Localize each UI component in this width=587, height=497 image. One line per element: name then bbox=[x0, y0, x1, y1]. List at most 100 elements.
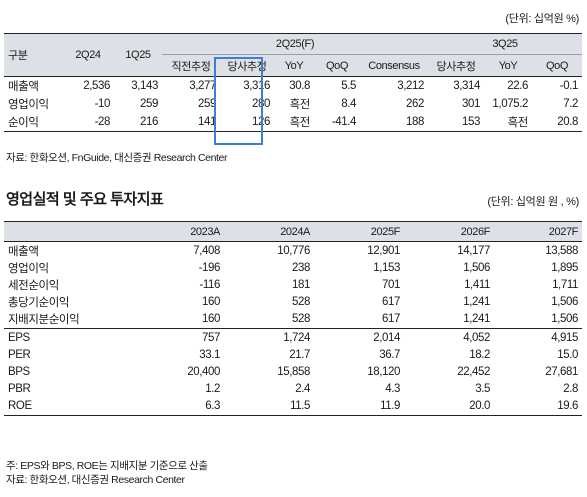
cell: 701 bbox=[382, 278, 400, 291]
cell: 22.6 bbox=[507, 80, 528, 92]
cell: 126 bbox=[252, 116, 270, 128]
table1-source-note: 자료: 한화오션, FnGuide, 대신증권 Research Center bbox=[6, 152, 228, 164]
cell: 36.7 bbox=[379, 348, 400, 361]
cell: -28 bbox=[94, 116, 111, 128]
table2-header-2025f: 2025F bbox=[314, 221, 404, 242]
cell: 21.7 bbox=[289, 348, 310, 361]
cell: 280 bbox=[252, 98, 270, 110]
cell: 1,241 bbox=[463, 313, 490, 326]
cell: 1,506 bbox=[551, 296, 578, 309]
cell: 528 bbox=[292, 313, 310, 326]
cell: 2.8 bbox=[563, 383, 578, 396]
table-row: 지배지분순이익 160 528 617 1,241 1,506 bbox=[4, 311, 582, 329]
cell: 2,014 bbox=[373, 331, 400, 344]
cell: 757 bbox=[202, 331, 220, 344]
table2-header-label bbox=[4, 221, 134, 242]
cell: -0.1 bbox=[559, 80, 579, 92]
cell: 181 bbox=[292, 278, 310, 291]
cell: 19.6 bbox=[557, 400, 578, 413]
table2-header-2023a: 2023A bbox=[134, 221, 224, 242]
cell: 11.5 bbox=[290, 400, 310, 413]
cell: 20.8 bbox=[557, 116, 578, 128]
table-row: ROE 6.3 11.5 11.9 20.0 19.6 bbox=[4, 398, 582, 416]
table2-header-2024a: 2024A bbox=[224, 221, 314, 242]
cell: 7,408 bbox=[193, 244, 220, 257]
cell: 301 bbox=[462, 98, 480, 110]
table1-header-yoy: YoY bbox=[274, 54, 314, 77]
table1-header-qoq: QoQ bbox=[314, 54, 360, 77]
cell: -10 bbox=[94, 98, 111, 110]
cell: 4,052 bbox=[463, 331, 490, 344]
table2-unit-note: (단위: 십억원 원 , %) bbox=[487, 196, 579, 208]
cell: 3,212 bbox=[397, 80, 424, 92]
cell: 12,901 bbox=[367, 244, 400, 257]
cell: 216 bbox=[140, 116, 158, 128]
cell: 18,120 bbox=[367, 365, 400, 378]
cell: 7.2 bbox=[563, 98, 578, 110]
cell: 10,776 bbox=[277, 244, 310, 257]
table1-header-group-3q25: 3Q25 bbox=[428, 33, 582, 55]
table1-header-our-estimate-3q: 당사추정 bbox=[428, 54, 484, 77]
cell: 259 bbox=[140, 98, 158, 110]
row-label: PBR bbox=[8, 383, 31, 396]
cell: 1,895 bbox=[551, 261, 578, 274]
cell: 30.8 bbox=[289, 80, 310, 92]
table-row: 영업이익 -196 238 1,153 1,506 1,895 bbox=[4, 259, 582, 276]
cell: 238 bbox=[292, 261, 310, 274]
quarterly-estimates-table: 구분 2Q24 1Q25 2Q25(F) 3Q25 직전추정 당사추정 YoY … bbox=[4, 33, 582, 132]
cell: 259 bbox=[198, 98, 216, 110]
row-label: PER bbox=[8, 348, 31, 361]
table-row: 세전순이익 -116 181 701 1,411 1,711 bbox=[4, 276, 582, 293]
table2-source-note: 자료: 한화오션, 대신증권 Research Center bbox=[6, 474, 185, 486]
cell: 15,858 bbox=[277, 365, 310, 378]
cell: 3,316 bbox=[243, 80, 270, 92]
cell: 4,915 bbox=[551, 331, 578, 344]
cell: 3,277 bbox=[189, 80, 216, 92]
table2-header-row: 2023A 2024A 2025F 2026F 2027F bbox=[4, 221, 582, 242]
table1-header-our-estimate: 당사추정 bbox=[220, 54, 274, 77]
cell: 3,143 bbox=[131, 80, 158, 92]
cell: 5.5 bbox=[341, 80, 356, 92]
cell: 20,400 bbox=[187, 365, 220, 378]
table-row: 매출액 7,408 10,776 12,901 14,177 13,588 bbox=[4, 242, 582, 260]
table-row: PER 33.1 21.7 36.7 18.2 15.0 bbox=[4, 346, 582, 363]
table1-header-group-2q25: 2Q25(F) bbox=[162, 33, 428, 55]
cell: -41.4 bbox=[331, 116, 357, 128]
cell: 528 bbox=[292, 296, 310, 309]
table-row: EPS 757 1,724 2,014 4,052 4,915 bbox=[4, 328, 582, 346]
cell: 3,314 bbox=[453, 80, 480, 92]
table1-header-row-1: 구분 2Q24 1Q25 2Q25(F) 3Q25 bbox=[4, 33, 582, 77]
cell: 27,681 bbox=[545, 365, 578, 378]
row-label: ROE bbox=[8, 400, 32, 413]
table1-header-yoy-3q: YoY bbox=[484, 54, 532, 77]
row-label: 매출액 bbox=[8, 245, 39, 258]
cell: 617 bbox=[382, 313, 400, 326]
cell: 1.2 bbox=[205, 383, 220, 396]
table-row: 총당기순이익 160 528 617 1,241 1,506 bbox=[4, 294, 582, 311]
cell: 22,452 bbox=[457, 365, 490, 378]
table-row: PBR 1.2 2.4 4.3 3.5 2.8 bbox=[4, 381, 582, 398]
cell: 188 bbox=[406, 116, 424, 128]
cell: 1,506 bbox=[551, 313, 578, 326]
row-label: 순이익 bbox=[8, 117, 39, 129]
cell: 14,177 bbox=[457, 244, 490, 257]
row-label: 지배지분순이익 bbox=[8, 314, 80, 327]
cell: 160 bbox=[202, 296, 220, 309]
table-row: 순이익 -28 216 141 126 흑전 -41.4 188 153 흑전 … bbox=[4, 113, 582, 132]
cell: 1,506 bbox=[463, 261, 490, 274]
row-label: 영업이익 bbox=[8, 99, 49, 111]
table1-header-qoq-3q: QoQ bbox=[532, 54, 582, 77]
cell: 1,724 bbox=[283, 331, 310, 344]
cell: 33.1 bbox=[199, 348, 220, 361]
cell: 3.5 bbox=[475, 383, 490, 396]
cell: 2.4 bbox=[295, 383, 310, 396]
cell: 18.2 bbox=[469, 348, 490, 361]
table-row: 영업이익 -10 259 259 280 흑전 8.4 262 301 1,07… bbox=[4, 95, 582, 113]
cell: 1,711 bbox=[552, 278, 578, 291]
table1-header-row-2: 직전추정 당사추정 YoY QoQ Consensus 당사추정 YoY QoQ bbox=[4, 54, 582, 77]
cell: 2,536 bbox=[83, 80, 110, 92]
table1-header-consensus: Consensus bbox=[360, 54, 428, 77]
cell: 15.0 bbox=[557, 348, 578, 361]
cell: 617 bbox=[382, 296, 400, 309]
row-label: EPS bbox=[8, 331, 30, 344]
